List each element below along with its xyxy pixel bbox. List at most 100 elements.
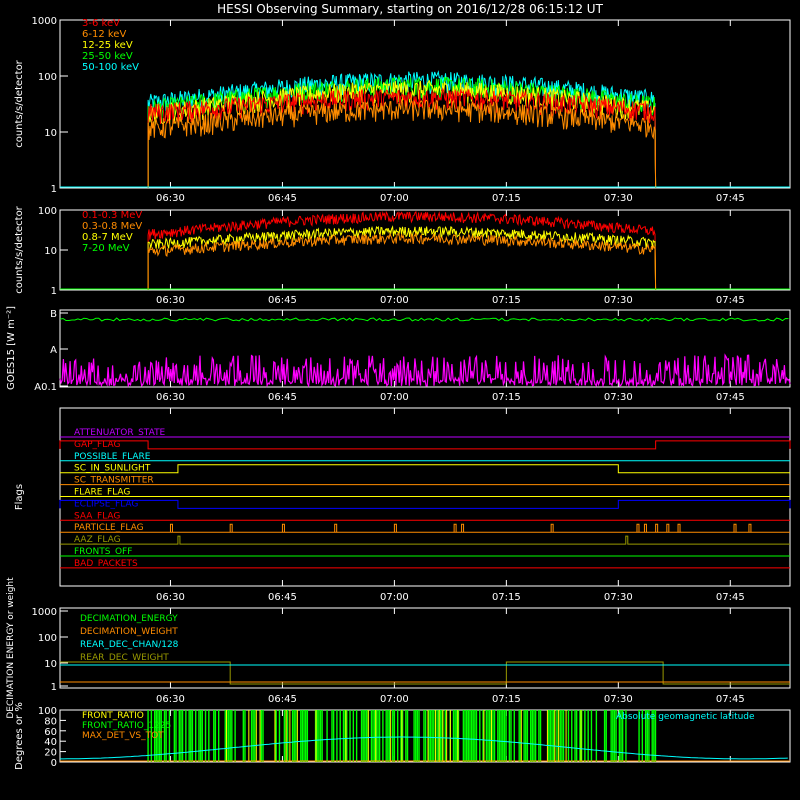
time-tick-label: 07:00 <box>380 592 409 603</box>
legend-DECIMATION_ENERGY: DECIMATION_ENERGY <box>80 614 178 624</box>
goes-long-line <box>59 317 789 322</box>
hxr-ylabel: counts/s/detector <box>14 59 25 147</box>
flag-label-SC_TRANSMITTER: SC_TRANSMITTER <box>74 476 154 486</box>
legend-7-20-MeV: 7-20 MeV <box>82 243 130 254</box>
time-tick-label: 06:45 <box>268 694 297 705</box>
y-tick-label: 1 <box>51 682 57 693</box>
time-tick-label: 07:15 <box>492 295 521 306</box>
time-tick-label: 07:00 <box>380 193 409 204</box>
time-tick-label: 07:45 <box>716 592 745 603</box>
legend-FRONT_RATIO: FRONT_RATIO <box>82 711 144 721</box>
y-tick-label: 1 <box>51 184 57 195</box>
time-tick-label: 07:30 <box>604 392 633 403</box>
flag-label-ECLIPSE_FLAG: ECLIPSE_FLAG <box>74 499 138 509</box>
y-tick-label: 60 <box>44 727 57 738</box>
time-tick-label: 07:00 <box>380 392 409 403</box>
y-tick-label: 1000 <box>32 607 57 618</box>
time-tick-label: 06:45 <box>268 392 297 403</box>
decimation-ylabel: DECIMATION ENERGY or weight <box>6 577 16 719</box>
time-tick-label: 07:45 <box>716 295 745 306</box>
legend-0.3-0.8-MeV: 0.3-0.8 MeV <box>82 221 142 232</box>
time-tick-label: 06:45 <box>268 592 297 603</box>
time-tick-label: 07:15 <box>492 694 521 705</box>
legend-FRONT_RATIO_1225: FRONT_RATIO_1225 <box>82 721 171 731</box>
time-tick-label: 07:15 <box>492 193 521 204</box>
flag-label-SC_IN_SUNLIGHT: SC_IN_SUNLIGHT <box>74 464 151 474</box>
y-tick-label: 10 <box>44 246 57 257</box>
time-tick-label: 06:30 <box>156 592 185 603</box>
y-tick-label: 100 <box>38 706 57 717</box>
y-tick-label: 100 <box>38 633 57 644</box>
flag-label-SAA_FLAG: SAA_FLAG <box>74 511 120 521</box>
legend-DECIMATION_WEIGHT: DECIMATION_WEIGHT <box>80 627 178 637</box>
legend-0.8-7-MeV: 0.8-7 MeV <box>82 232 133 243</box>
time-tick-label: 07:45 <box>716 193 745 204</box>
y-tick-label: 100 <box>38 206 57 217</box>
flag-line-PARTICLE_FLAG <box>60 523 790 533</box>
flag-label-AAZ_FLAG: AAZ_FLAG <box>74 535 121 545</box>
flag-label-BAD_PACKETS: BAD_PACKETS <box>74 559 138 569</box>
flag-label-ATTENUATOR_STATE: ATTENUATOR_STATE <box>74 428 166 438</box>
series-line-3-6-keV <box>147 87 657 189</box>
geomagnetic-latitude-line <box>60 736 788 760</box>
series-line-12-25-keV <box>147 79 657 189</box>
time-tick-label: 06:30 <box>156 694 185 705</box>
flag-label-GAP_FLAG: GAP_FLAG <box>74 440 120 450</box>
time-tick-label: 07:45 <box>716 392 745 403</box>
y-tick-label: 20 <box>44 748 57 759</box>
hxr-panel-frame <box>59 19 791 189</box>
time-tick-label: 07:15 <box>492 592 521 603</box>
legend-12-25-keV: 12-25 keV <box>82 40 133 51</box>
y-tick-label: 10 <box>44 659 57 670</box>
goes-short-line <box>59 353 791 388</box>
time-tick-label: 06:30 <box>156 295 185 306</box>
legend-REAR_DEC_WEIGHT: REAR_DEC_WEIGHT <box>80 653 169 663</box>
time-tick-label: 06:30 <box>156 392 185 403</box>
series-line-6-12-keV <box>147 98 657 189</box>
y-tick-label: A <box>50 345 57 356</box>
y-tick-label: 1 <box>51 286 57 297</box>
legend-REAR_DEC_CHAN/128: REAR_DEC_CHAN/128 <box>80 640 179 650</box>
rear-dec-weight-line <box>60 661 790 685</box>
flag-line-ECLIPSE_FLAG <box>59 499 791 509</box>
flag-line-AAZ_FLAG <box>60 535 790 545</box>
y-tick-label: 80 <box>44 716 57 727</box>
goes-ylabel: GOES15 [W m⁻²] <box>6 306 17 390</box>
series-line-0.3-0.8-MeV <box>147 232 657 291</box>
legend-0.1-0.3-MeV: 0.1-0.3 MeV <box>82 210 142 221</box>
legend-6-12-keV: 6-12 keV <box>82 29 126 40</box>
flag-label-POSSIBLE_FLARE: POSSIBLE_FLARE <box>74 452 151 462</box>
legend-50-100-keV: 50-100 keV <box>82 62 139 73</box>
gamma-ylabel: counts/s/detector <box>14 205 25 293</box>
legend-MAX_DET_VS_TOT: MAX_DET_VS_TOT <box>82 731 164 741</box>
y-tick-label: A0.1 <box>34 382 57 393</box>
time-tick-label: 07:45 <box>716 694 745 705</box>
time-tick-label: 07:00 <box>380 295 409 306</box>
time-tick-label: 07:30 <box>604 295 633 306</box>
flag-line-SC_IN_SUNLIGHT <box>60 464 790 474</box>
time-tick-label: 07:30 <box>604 694 633 705</box>
flag-label-FLARE_FLAG: FLARE_FLAG <box>74 488 130 498</box>
time-tick-label: 07:30 <box>604 193 633 204</box>
legend-25-50-keV: 25-50 keV <box>82 51 133 62</box>
front-ylabel: Degrees or % <box>14 702 25 770</box>
legend-3-6-keV: 3-6 keV <box>82 18 120 29</box>
time-tick-label: 06:45 <box>268 193 297 204</box>
y-tick-label: B <box>50 309 57 320</box>
legend-geomagnetic-latitude: Absolute geomagnetic latitude <box>616 712 755 722</box>
flag-label-FRONTS_OFF: FRONTS_OFF <box>74 547 132 557</box>
series-line-0.1-0.3-MeV <box>147 210 657 291</box>
y-tick-label: 1000 <box>32 16 57 27</box>
time-tick-label: 07:30 <box>604 592 633 603</box>
time-tick-label: 06:30 <box>156 193 185 204</box>
time-tick-label: 06:45 <box>268 295 297 306</box>
flag-line-GAP_FLAG <box>59 440 791 450</box>
decimation-panel-frame <box>59 607 791 689</box>
time-tick-label: 07:15 <box>492 392 521 403</box>
flag-label-PARTICLE_FLAG: PARTICLE_FLAG <box>74 523 144 533</box>
y-tick-label: 10 <box>44 128 57 139</box>
y-tick-label: 0 <box>51 758 57 769</box>
figure-title: HESSI Observing Summary, starting on 201… <box>217 2 603 16</box>
y-tick-label: 40 <box>44 737 57 748</box>
